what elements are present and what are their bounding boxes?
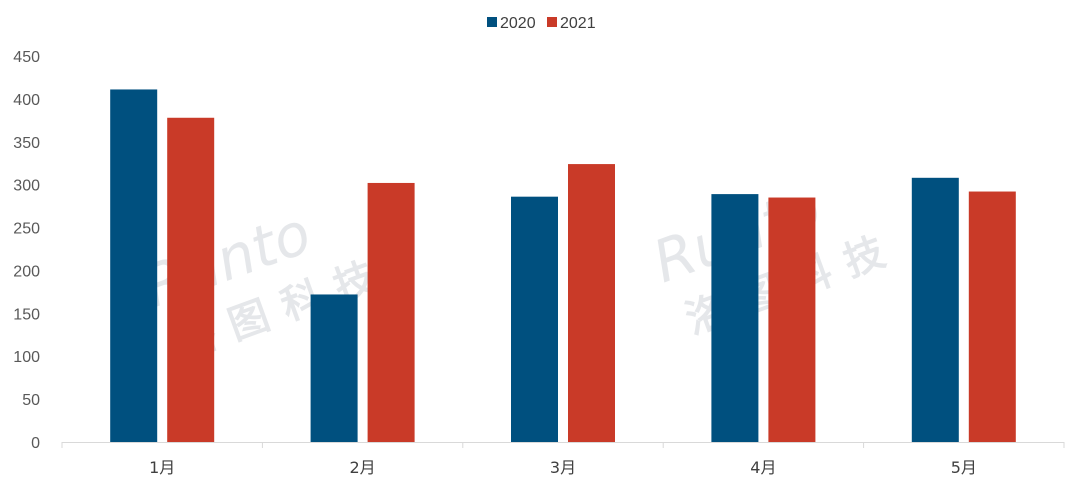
y-tick-label: 450 [13, 49, 40, 66]
x-category-label: 3月 [550, 458, 576, 477]
bar-2021-3 [568, 164, 615, 442]
y-tick-label: 150 [13, 306, 40, 323]
y-tick-label: 400 [13, 92, 40, 109]
y-tick-label: 200 [13, 263, 40, 280]
y-axis: 0 50 100 150 200 250 300 350 400 450 [13, 49, 40, 452]
y-tick-label: 0 [31, 435, 40, 452]
bars [110, 89, 1016, 442]
x-category-label: 1月 [149, 458, 175, 477]
y-tick-label: 100 [13, 349, 40, 366]
x-axis: 1月 2月 3月 4月 5月 [61, 442, 1065, 477]
bar-2020-2 [310, 294, 358, 442]
legend-swatch-2020 [487, 17, 497, 27]
bar-2020-3 [511, 196, 558, 442]
x-category-label: 4月 [750, 458, 776, 477]
x-category-label: 5月 [951, 458, 977, 477]
bar-2021-5 [968, 191, 1016, 442]
legend-label-2020: 2020 [500, 15, 536, 32]
y-tick-label: 250 [13, 221, 40, 238]
x-category-label: 2月 [350, 458, 376, 477]
bar-2021-2 [367, 182, 415, 442]
y-tick-label: 50 [22, 392, 40, 409]
y-tick-label: 300 [13, 178, 40, 195]
legend-label-2021: 2021 [560, 15, 596, 32]
bar-2021-4 [768, 197, 816, 442]
bar-2020-4 [711, 194, 759, 442]
bar-2020-1 [110, 89, 158, 442]
y-tick-label: 350 [13, 135, 40, 152]
legend: 2020 2021 [487, 15, 596, 32]
legend-swatch-2021 [547, 17, 557, 27]
bar-2020-5 [911, 177, 959, 442]
bar-2021-1 [167, 117, 215, 442]
